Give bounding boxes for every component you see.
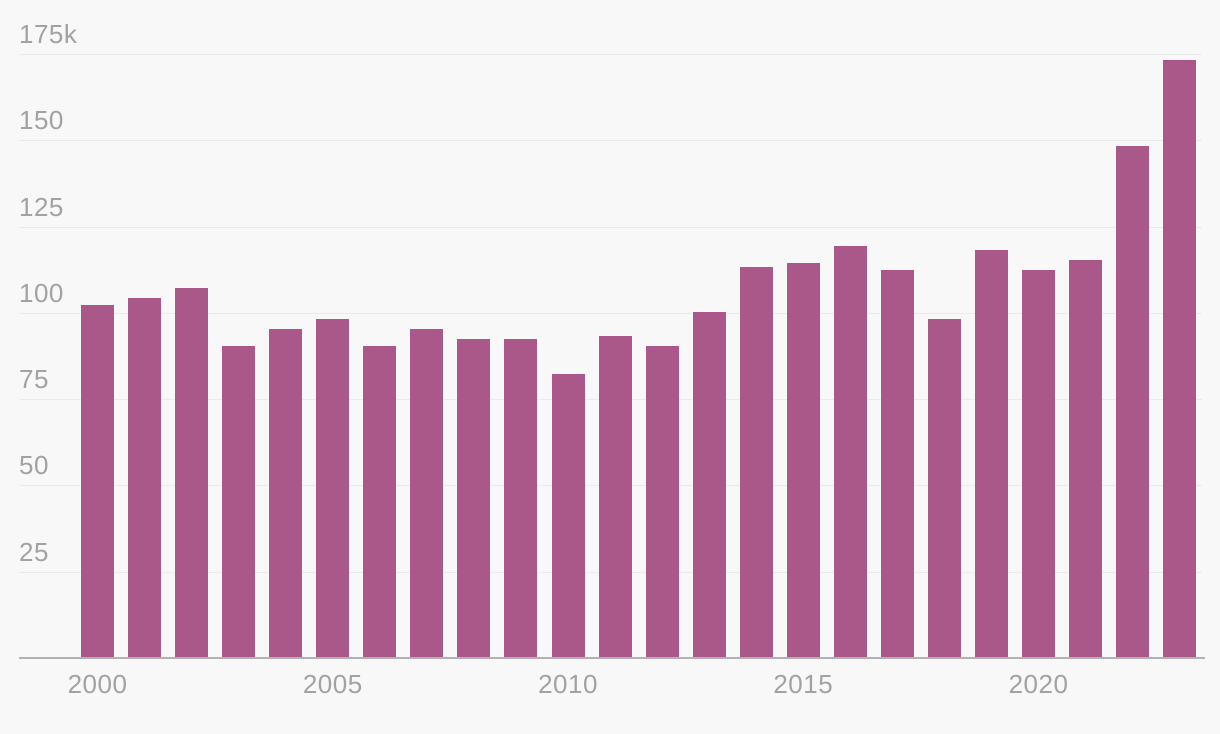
bar-2018[interactable] bbox=[927, 318, 961, 657]
gridline-175 bbox=[19, 53, 1202, 55]
y-axis-tick-label: 75 bbox=[19, 364, 49, 395]
bar-2013[interactable] bbox=[692, 311, 726, 657]
bar-2005[interactable] bbox=[316, 318, 350, 657]
x-axis-tick-label: 2020 bbox=[1008, 669, 1069, 699]
y-axis-tick-label: 175k bbox=[19, 18, 78, 49]
bar-2019[interactable] bbox=[974, 249, 1008, 657]
bar-2009[interactable] bbox=[504, 339, 538, 657]
bar-2017[interactable] bbox=[880, 270, 914, 657]
x-axis-tick-label: 2010 bbox=[538, 669, 598, 699]
x-axis-tick-label: 2015 bbox=[773, 669, 834, 699]
bar-2022[interactable] bbox=[1116, 146, 1150, 657]
bar-2004[interactable] bbox=[269, 329, 303, 657]
bar-2003[interactable] bbox=[222, 346, 256, 657]
bar-2010[interactable] bbox=[551, 373, 585, 657]
y-axis-tick-label: 25 bbox=[19, 536, 49, 567]
y-axis-tick-label: 100 bbox=[19, 277, 64, 308]
bar-2021[interactable] bbox=[1069, 260, 1103, 657]
bar-2023[interactable] bbox=[1163, 59, 1197, 657]
bar-2014[interactable] bbox=[739, 266, 773, 657]
y-axis-tick-label: 150 bbox=[19, 105, 64, 136]
gridline-100 bbox=[19, 312, 1202, 314]
x-axis-line bbox=[19, 657, 1205, 659]
bar-2015[interactable] bbox=[786, 263, 820, 657]
x-axis-tick-label: 2005 bbox=[302, 669, 363, 699]
bar-2007[interactable] bbox=[410, 329, 444, 657]
y-axis-tick-label: 125 bbox=[19, 191, 64, 222]
bar-2011[interactable] bbox=[598, 335, 632, 657]
bar-2016[interactable] bbox=[833, 246, 867, 657]
bar-2002[interactable] bbox=[175, 287, 209, 657]
bar-2006[interactable] bbox=[363, 346, 397, 657]
x-axis-tick-label: 2000 bbox=[67, 669, 128, 699]
bar-2001[interactable] bbox=[128, 297, 162, 657]
bar-2000[interactable] bbox=[81, 304, 114, 657]
bar-2020[interactable] bbox=[1022, 270, 1055, 657]
y-axis-tick-label: 50 bbox=[19, 450, 49, 481]
bar-2012[interactable] bbox=[645, 346, 679, 657]
bar-2008[interactable] bbox=[457, 339, 491, 657]
gridline-150 bbox=[19, 140, 1202, 142]
gridline-125 bbox=[19, 226, 1202, 228]
